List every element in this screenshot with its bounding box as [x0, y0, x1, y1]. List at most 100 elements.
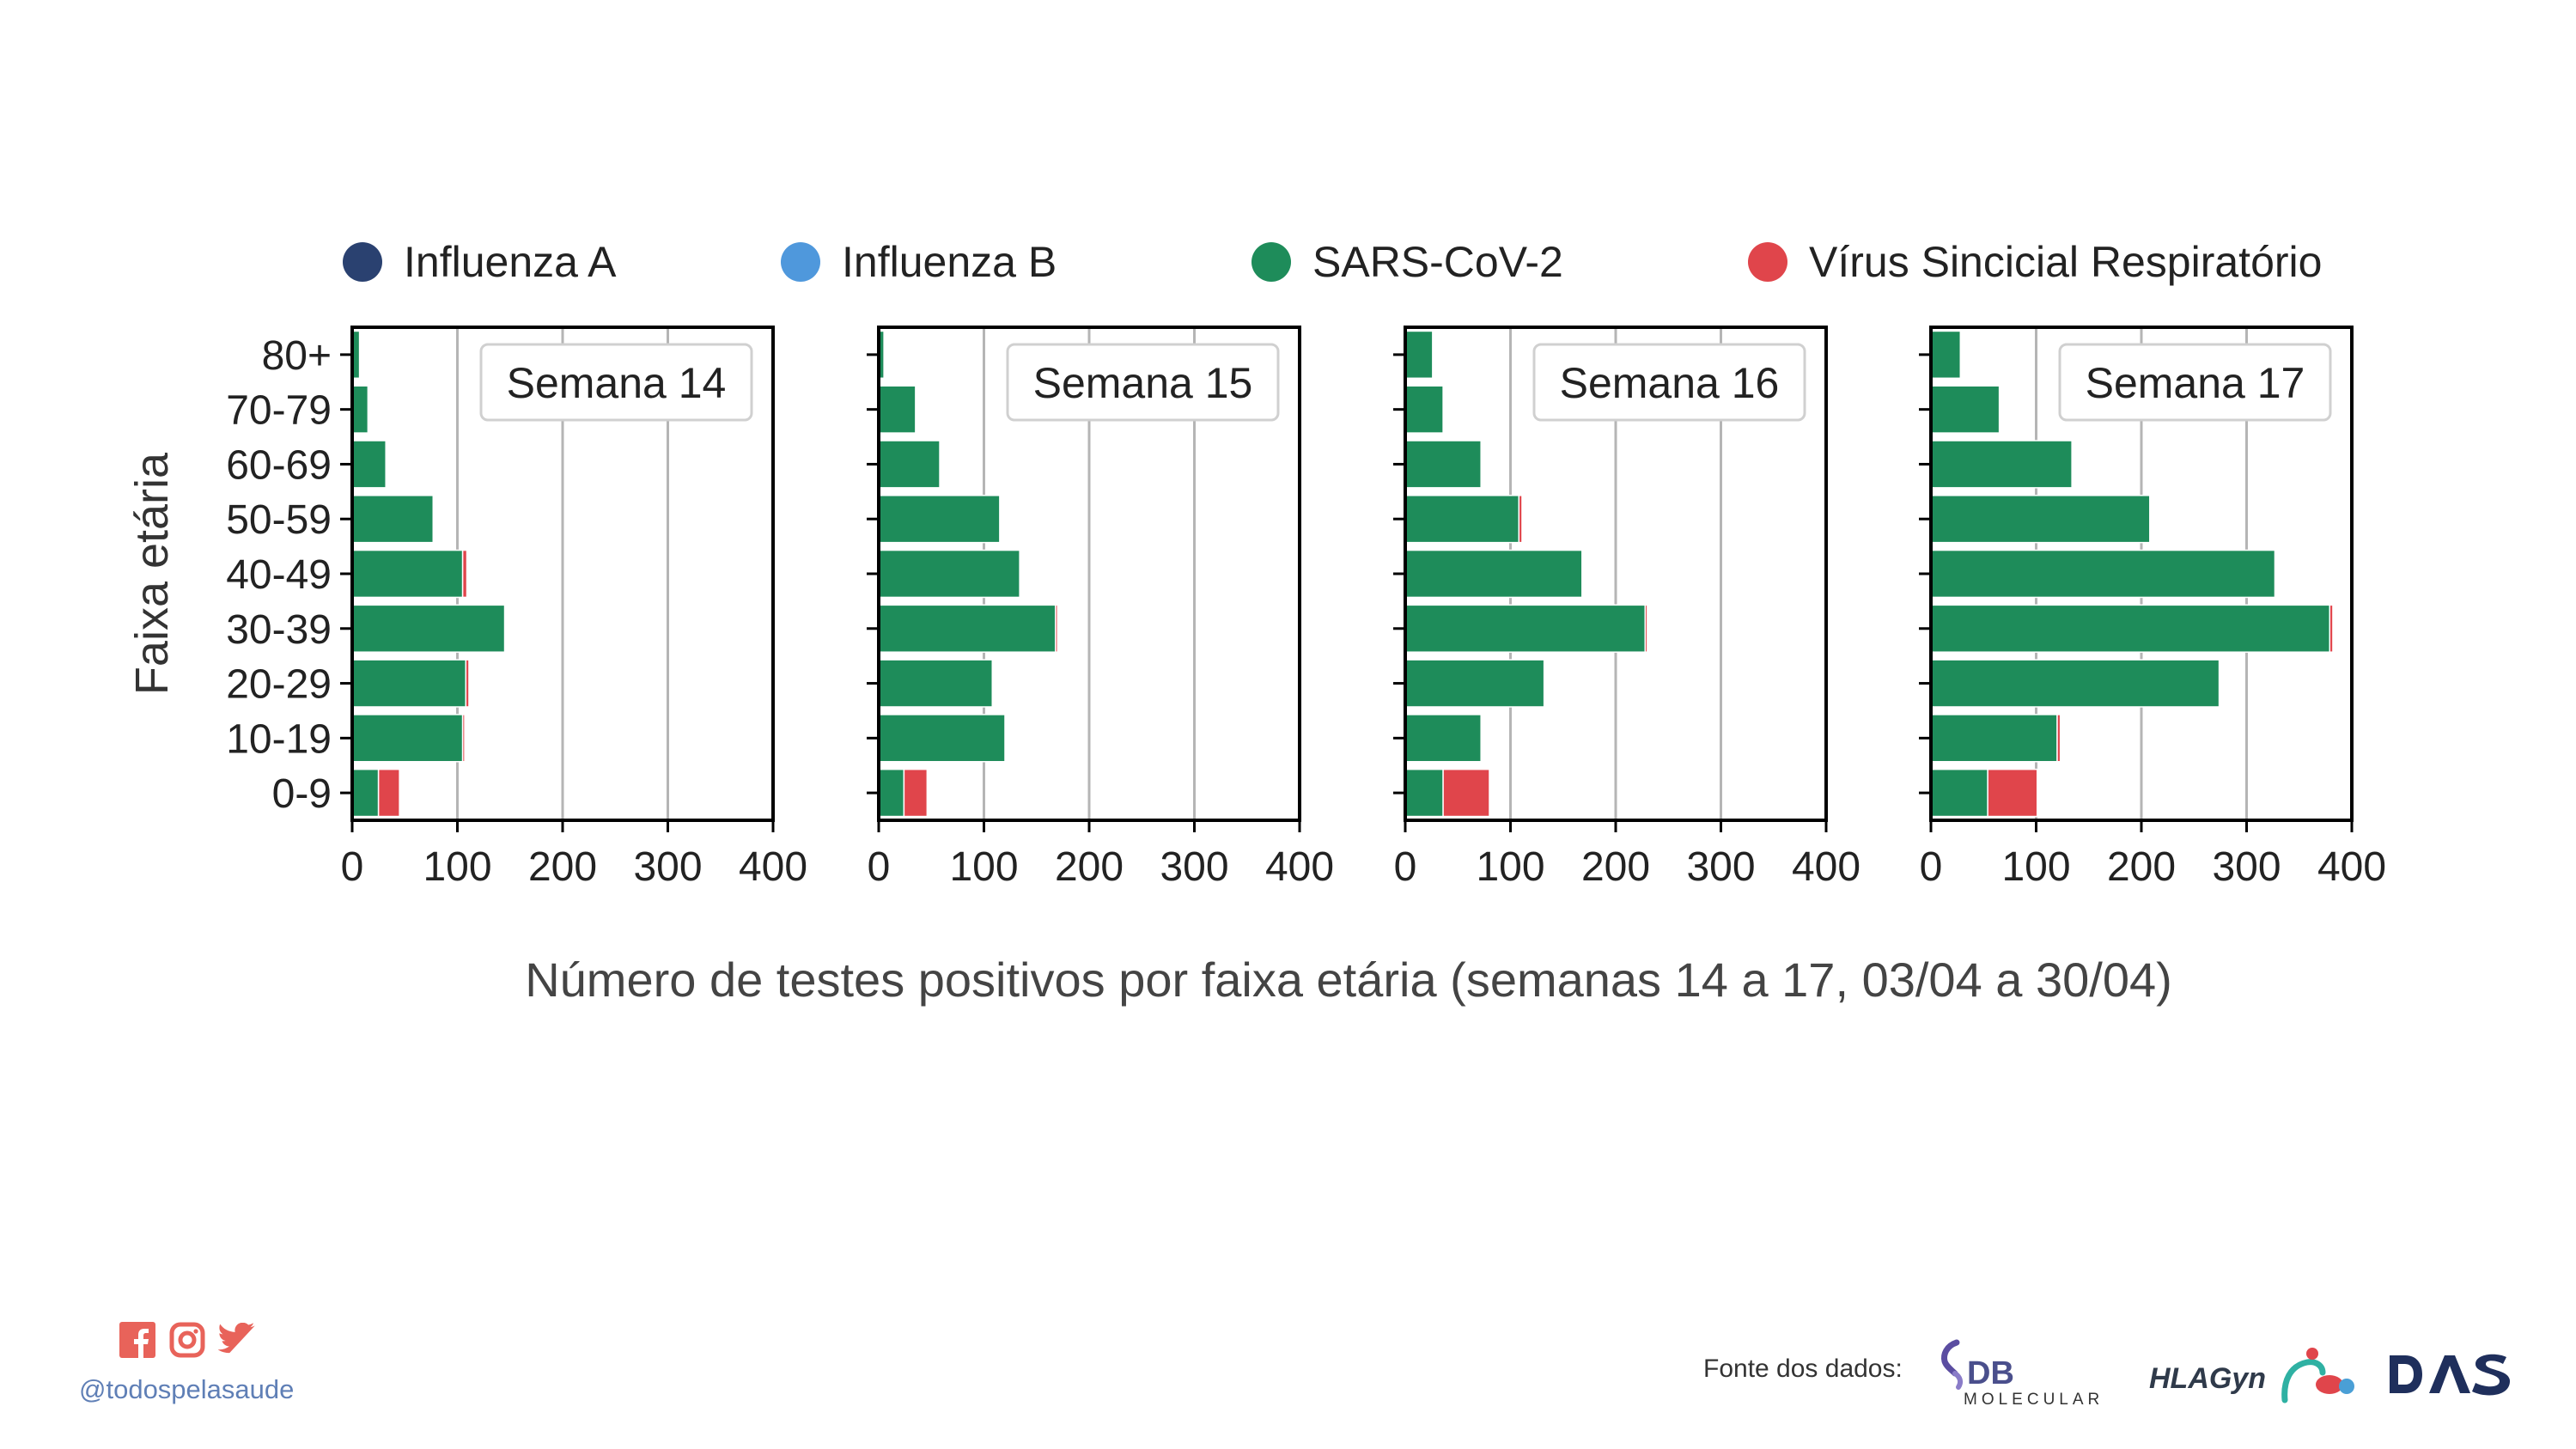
- bar: [1930, 714, 2058, 763]
- bar: [503, 604, 507, 653]
- panel-label-box: [2058, 343, 2332, 422]
- bar: [1543, 659, 1546, 708]
- db-logo-subtext: MOLECULAR: [1964, 1391, 2104, 1409]
- bar: [1930, 495, 2151, 544]
- x-tick-label: 400: [1792, 844, 1860, 890]
- bar: [878, 385, 917, 434]
- x-tick-label: 0: [1394, 844, 1417, 890]
- bar: [1930, 385, 2001, 434]
- panel-label: Semana 15: [1033, 359, 1253, 407]
- bar: [351, 385, 369, 434]
- facebook-icon[interactable]: [119, 1321, 156, 1359]
- bar: [878, 768, 905, 818]
- y-tick-label: 10-19: [226, 716, 332, 762]
- panel-label: Semana 14: [507, 359, 727, 407]
- x-tick-label: 100: [423, 844, 491, 890]
- bar: [1930, 604, 2331, 653]
- bar: [1404, 440, 1482, 489]
- legend-marker: [1748, 242, 1787, 282]
- y-tick-label: 70-79: [226, 388, 332, 434]
- bar: [2056, 714, 2061, 763]
- x-tick-label: 200: [1055, 844, 1124, 890]
- x-tick-label: 100: [1476, 844, 1544, 890]
- x-tick-label: 0: [868, 844, 891, 890]
- legend-label: Vírus Sincicial Respiratório: [1809, 238, 2322, 286]
- panel-label-box: [479, 343, 753, 422]
- panel-label: Semana 16: [1560, 359, 1780, 407]
- bar: [878, 549, 1020, 599]
- twitter-icon[interactable]: [218, 1321, 256, 1359]
- x-tick-label: 100: [2001, 844, 2070, 890]
- bar: [377, 768, 400, 818]
- panel-label-box: [1006, 343, 1280, 422]
- bar: [1930, 549, 2276, 599]
- y-axis-label: Faixa etária: [126, 452, 178, 695]
- hlagyn-logo-text: HLAGyn: [2149, 1362, 2266, 1395]
- bar: [1930, 330, 1962, 380]
- hlagyn-logo: HLAGyn: [2147, 1347, 2358, 1407]
- legend-label: Influenza B: [842, 238, 1057, 286]
- bar: [1404, 659, 1545, 708]
- bar: [432, 495, 435, 544]
- legend-label: SARS-CoV-2: [1312, 238, 1563, 286]
- bar: [461, 714, 466, 763]
- legend-marker: [781, 242, 820, 282]
- bar: [351, 549, 464, 599]
- social-links: [119, 1321, 256, 1359]
- x-tick-label: 300: [633, 844, 702, 890]
- x-tick-label: 300: [1160, 844, 1228, 890]
- bar: [878, 495, 1001, 544]
- y-tick-label: 40-49: [226, 552, 332, 598]
- y-tick-label: 60-69: [226, 442, 332, 488]
- x-tick-label: 100: [949, 844, 1018, 890]
- y-tick-label: 30-39: [226, 607, 332, 653]
- x-tick-label: 300: [1686, 844, 1755, 890]
- y-tick-label: 50-59: [226, 497, 332, 543]
- panel-label: Semana 17: [2086, 359, 2305, 407]
- bar: [878, 440, 941, 489]
- panel-label-box: [1532, 343, 1806, 422]
- y-tick-label: 0-9: [272, 771, 332, 817]
- x-tick-label: 200: [1581, 844, 1650, 890]
- bar: [351, 659, 467, 708]
- bar: [1404, 604, 1647, 653]
- bar: [1404, 714, 1482, 763]
- db-molecular-logo: DB MOLECULAR: [1938, 1336, 2114, 1409]
- x-tick-label: 400: [2317, 844, 2386, 890]
- social-handle[interactable]: @todospelasaude: [79, 1374, 295, 1404]
- bar: [351, 714, 464, 763]
- instagram-icon[interactable]: [168, 1321, 206, 1359]
- bar: [1404, 385, 1444, 434]
- legend-marker: [1251, 242, 1291, 282]
- bar: [465, 659, 470, 708]
- dasa-logo: [2386, 1350, 2524, 1398]
- bar: [878, 659, 994, 708]
- bar: [1930, 768, 1988, 818]
- bar: [991, 659, 995, 708]
- x-tick-label: 0: [341, 844, 364, 890]
- x-tick-label: 400: [1265, 844, 1334, 890]
- bar: [1404, 768, 1444, 818]
- bar: [878, 714, 1006, 763]
- bar: [1644, 604, 1648, 653]
- bar: [1404, 495, 1520, 544]
- legend-marker: [343, 242, 382, 282]
- db-logo-text: DB: [1967, 1355, 2014, 1391]
- x-axis-label: Número de testes positivos por faixa etá…: [525, 953, 2172, 1007]
- bar: [1442, 768, 1490, 818]
- bar: [351, 495, 435, 544]
- bar: [1930, 440, 2073, 489]
- x-tick-label: 300: [2212, 844, 2281, 890]
- bar: [1518, 495, 1523, 544]
- bar: [1404, 330, 1434, 380]
- bar: [1055, 604, 1059, 653]
- x-tick-label: 400: [739, 844, 807, 890]
- y-tick-label: 80+: [262, 333, 332, 379]
- data-source-label: Fonte dos dados:: [1703, 1355, 1903, 1383]
- bar: [351, 768, 380, 818]
- x-tick-label: 200: [2107, 844, 2176, 890]
- bar: [903, 768, 929, 818]
- bar: [2329, 604, 2334, 653]
- bar: [1404, 549, 1583, 599]
